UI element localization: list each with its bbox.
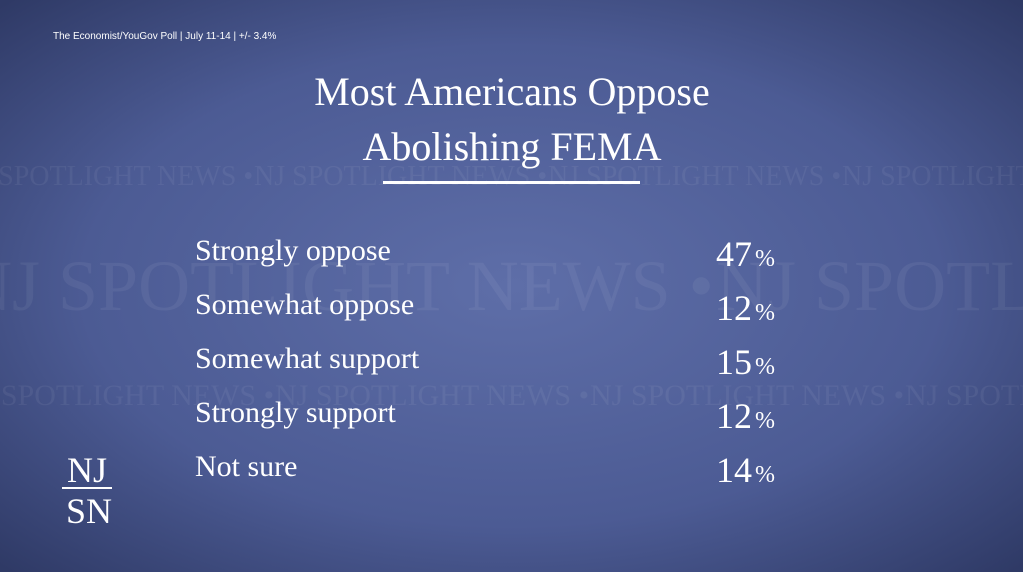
percent-sign: %: [755, 354, 775, 380]
title: Abolishing FEMA: [363, 124, 662, 169]
row-value: 14: [716, 450, 752, 490]
row-value: 12: [716, 288, 752, 328]
source-line: The Economist/YouGov Poll | July 11-14 |…: [53, 31, 276, 42]
watermark-text: NJ SPOTLIGHT NEWS •: [590, 379, 904, 412]
watermark: NJ SPOTLIGHT NEWS •NJ SPOTLIGHT NEWS •NJ…: [0, 161, 1023, 412]
title: Most Americans Oppose: [314, 69, 710, 114]
watermark-text: NJ SPOTLIGHT NEWS •: [905, 379, 1023, 412]
watermark-text: NJ SPOTLIGHT NEWS •: [0, 379, 274, 412]
percent-sign: %: [755, 300, 775, 326]
results-table: Strongly oppose 47 % Somewhat oppose 12 % Some…: [195, 234, 775, 490]
row-value: 15: [716, 342, 752, 382]
row-value: 12: [716, 396, 752, 436]
row-label: Strongly oppose: [195, 234, 391, 267]
row-label: Strongly support: [195, 396, 397, 429]
watermark-text: NJ SPOTLIGHT NEWS •: [0, 246, 714, 326]
percent-sign: %: [755, 462, 775, 488]
percent-sign: %: [755, 408, 775, 434]
row-label: Somewhat support: [195, 342, 420, 375]
row-value: 47: [716, 234, 752, 274]
logo-rule: [62, 487, 112, 489]
watermark-text: NJ SPOTLIGHT NEWS •: [842, 161, 1023, 192]
watermark-text: NJ SPOTLIGHT NEWS •: [254, 161, 547, 192]
title-underline: [383, 181, 640, 184]
logo-text: SN: [66, 491, 112, 531]
row-label: Somewhat oppose: [195, 288, 414, 321]
logo: NJ SN: [62, 450, 112, 531]
watermark-text: NJ SPOTLIGHT NEWS •: [548, 161, 841, 192]
watermark-text: NJ SPOTLIGHT NEWS •: [0, 161, 253, 192]
watermark-text: NJ SPOTLIGHT NEWS •: [716, 246, 1023, 326]
logo-text: NJ: [67, 450, 107, 490]
watermark-text: NJ SPOTLIGHT NEWS •: [275, 379, 589, 412]
percent-sign: %: [755, 246, 775, 272]
row-label: Not sure: [195, 450, 297, 483]
